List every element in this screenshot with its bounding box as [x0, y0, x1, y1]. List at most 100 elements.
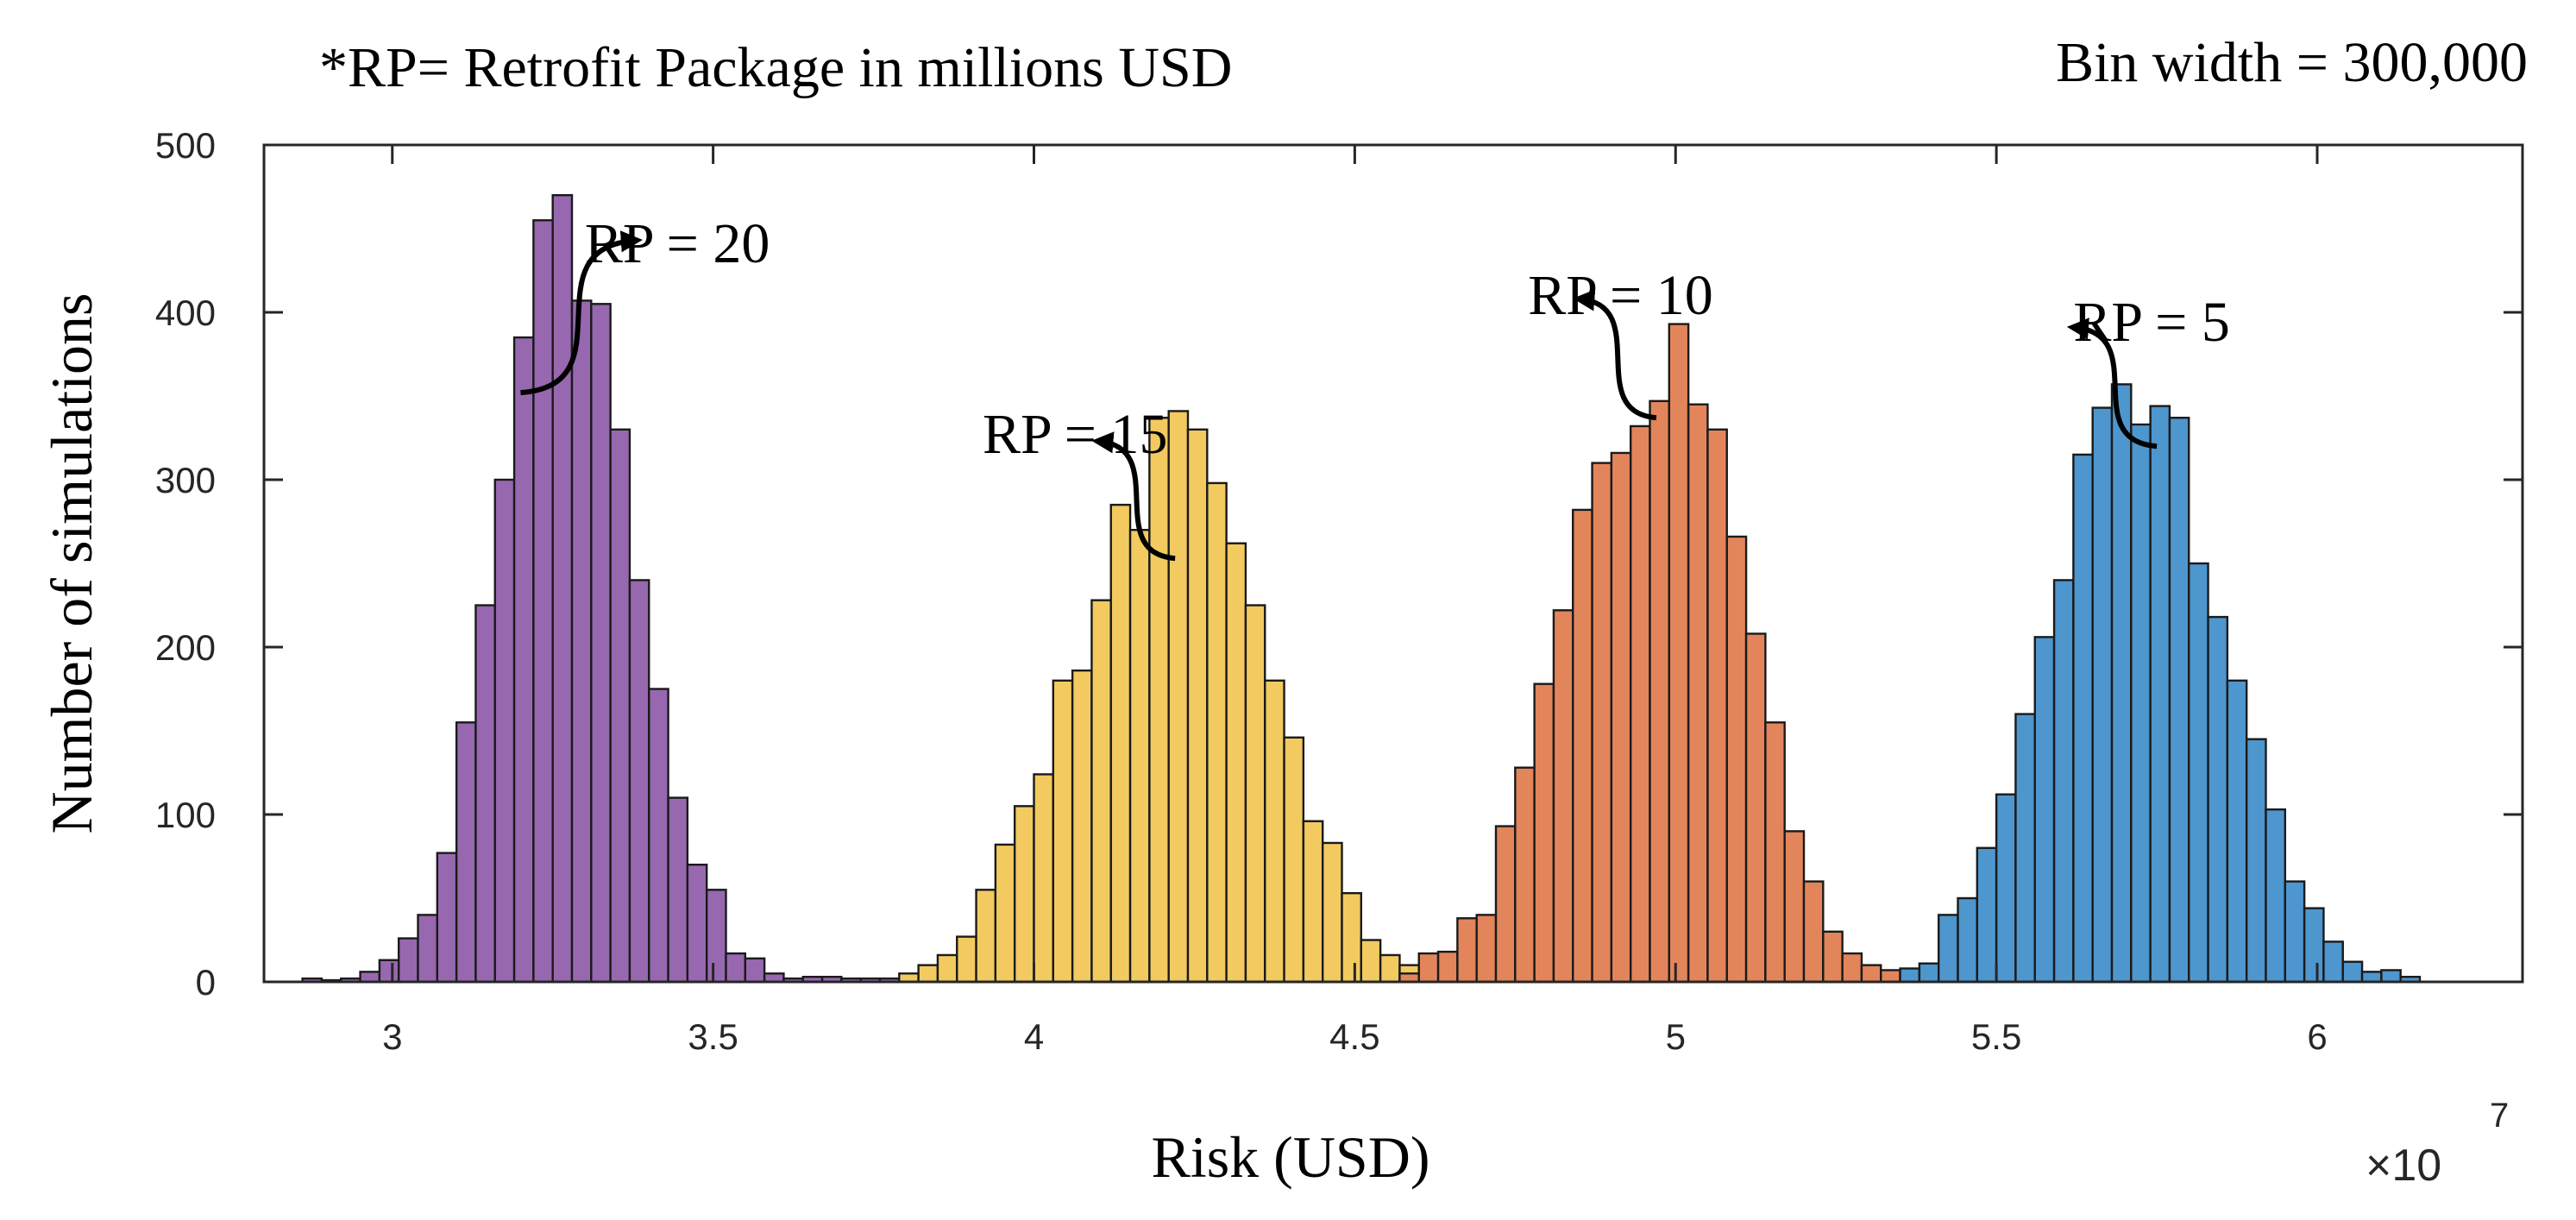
histogram-bar — [570, 299, 593, 984]
histogram-bar — [1186, 428, 1209, 984]
histogram-bar — [648, 688, 669, 984]
histogram-bar — [2284, 880, 2306, 984]
annotations: RP = 20 RP = 15 RP = 10 RP = 5 — [520, 212, 2230, 562]
x-tick-label: 4 — [1024, 1016, 1044, 1057]
histogram-bar — [1417, 952, 1440, 984]
histogram-bar — [2072, 453, 2094, 984]
x-tick-label: 5.5 — [1971, 1016, 2021, 1057]
x-tick-label: 4.5 — [1329, 1016, 1379, 1057]
histogram-bar — [1802, 880, 1825, 984]
histogram-bar — [1052, 679, 1074, 984]
histogram-bar — [417, 914, 439, 984]
note-left: *RP= Retrofit Package in millions USD — [319, 36, 1232, 99]
annotation-label: RP = 10 — [1528, 264, 1713, 327]
histogram-bar — [2033, 636, 2056, 984]
histogram-bar — [551, 193, 574, 984]
histogram-bar — [2149, 405, 2171, 984]
histogram-bar — [2052, 579, 2075, 984]
histogram-bar — [1687, 403, 1709, 984]
x-exponent-power: 7 — [2490, 1097, 2509, 1135]
histogram-bar — [1514, 766, 1536, 984]
histogram-bar — [2091, 406, 2114, 984]
histogram-bar — [436, 852, 458, 984]
histogram-bar — [1360, 939, 1382, 984]
histogram-bar — [1533, 682, 1555, 984]
histogram-bar — [1552, 609, 1574, 984]
histogram-bar — [1013, 805, 1035, 984]
histogram-bar — [1841, 952, 1863, 984]
histogram-bar — [1783, 830, 1806, 984]
histogram-bar — [2265, 808, 2287, 984]
histogram-bar — [975, 889, 997, 984]
histogram-bar — [397, 937, 419, 984]
histogram-bar — [2341, 960, 2364, 984]
histogram-bar — [1456, 917, 1478, 984]
histogram-bar — [1436, 950, 1459, 984]
histogram-bar — [2303, 907, 2325, 984]
histogram-bar — [1225, 542, 1247, 984]
histogram-bar — [744, 957, 766, 984]
histogram-bar — [1880, 969, 1901, 984]
histogram-bar — [725, 952, 747, 984]
histogram-bar — [1764, 721, 1786, 984]
plot-frame — [262, 143, 2524, 984]
histogram-bar — [2322, 940, 2344, 984]
histogram-bar — [455, 721, 477, 984]
histogram-bar — [1071, 669, 1093, 984]
y-tick-label: 200 — [155, 627, 216, 668]
histogram-bar — [1475, 914, 1498, 984]
y-tick-label: 400 — [155, 292, 216, 333]
x-tick-label: 3.5 — [688, 1016, 738, 1057]
histogram-bar — [1649, 399, 1671, 984]
histogram-bar — [1706, 428, 1728, 984]
histogram-bar — [1341, 891, 1363, 984]
histogram-bar — [378, 959, 400, 984]
histogram-bar — [1899, 967, 1921, 984]
histogram-bar — [2168, 417, 2190, 984]
histogram-bar — [493, 478, 516, 984]
histogram-bar — [1033, 773, 1055, 984]
annotation-arrow — [1091, 431, 1176, 562]
annotation-label: RP = 15 — [983, 403, 1168, 466]
histogram-bar — [1744, 632, 1767, 984]
histogram-bar — [2188, 562, 2209, 984]
histogram-bar — [917, 964, 939, 984]
histogram-bar — [359, 971, 381, 984]
histogram-bar — [1264, 679, 1285, 984]
histogram-bar — [1302, 820, 1324, 984]
histogram-bar — [590, 303, 612, 984]
histogram-bar — [532, 219, 554, 984]
histogram-bar — [2360, 971, 2383, 984]
histogram-bar — [1610, 451, 1632, 984]
y-axis-title: Number of simulations — [39, 292, 104, 833]
histogram-bar — [2130, 423, 2152, 984]
x-exponent-base: ×10 — [2366, 1141, 2441, 1191]
histogram-bar — [2226, 679, 2248, 984]
histogram-bar — [512, 336, 535, 984]
histogram-bar — [1128, 529, 1151, 984]
histogram-bar — [1822, 930, 1844, 984]
histogram-bar — [1321, 841, 1343, 984]
histogram-bar — [1379, 953, 1401, 984]
histogram-bar — [1109, 503, 1132, 984]
histogram-bar — [2207, 615, 2229, 984]
histogram-bar — [994, 843, 1016, 984]
x-tick-label: 5 — [1666, 1016, 1686, 1057]
x-axis-title: Risk (USD) — [1151, 1124, 1429, 1190]
histogram-bar — [1090, 599, 1112, 984]
histogram-bar — [609, 428, 631, 984]
histogram-bar — [1206, 481, 1228, 984]
histogram-bar — [2245, 738, 2267, 984]
histogram-bar — [1937, 914, 1959, 984]
histogram-bar — [956, 935, 977, 984]
y-tick-label: 500 — [155, 125, 216, 166]
histogram-bar — [1918, 962, 1940, 984]
histogram-bar — [2110, 383, 2133, 984]
histogram-bar — [1957, 896, 1979, 984]
y-tick-label: 100 — [155, 795, 216, 835]
x-tick-label: 6 — [2307, 1016, 2327, 1057]
histogram-bar — [474, 604, 496, 984]
histogram-bar — [1629, 424, 1651, 984]
histogram-bar — [705, 889, 727, 984]
histogram-bar — [1572, 508, 1593, 984]
